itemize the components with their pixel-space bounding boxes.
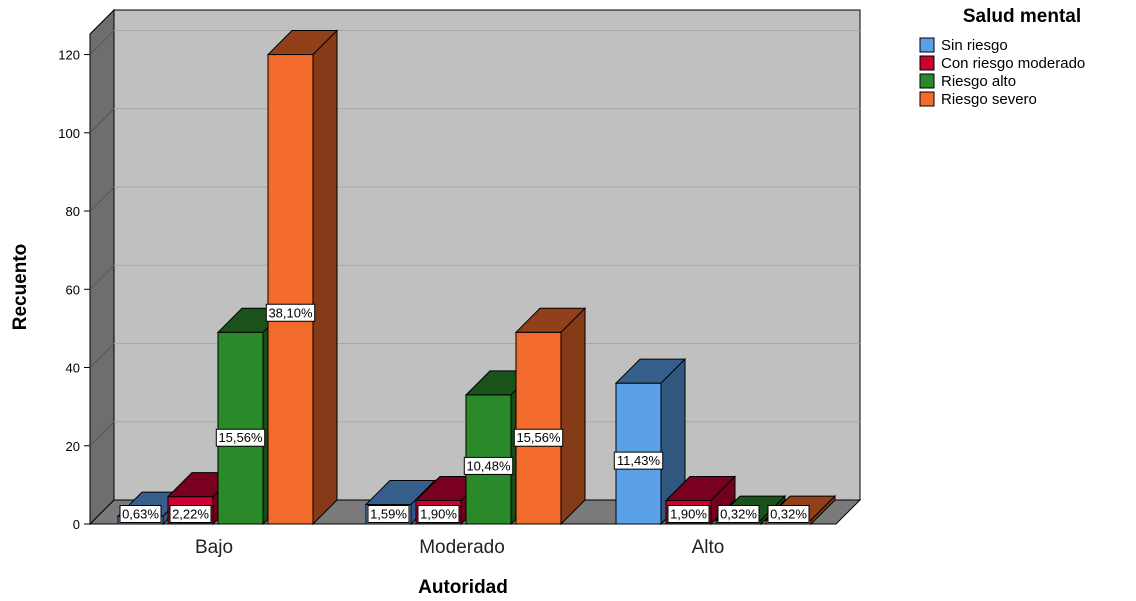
data-label-box <box>215 428 266 447</box>
y-axis-label: Recuento <box>10 244 31 331</box>
legend-label: Sin riesgo <box>941 37 1008 54</box>
data-label-text: 15,56% <box>218 430 263 445</box>
data-label-box <box>417 505 460 523</box>
data-label: 1,90% <box>667 505 710 523</box>
y-tick-label: 100 <box>58 126 80 141</box>
y-tick-label: 40 <box>66 361 80 376</box>
data-label: 2,22% <box>169 505 212 523</box>
data-label-text: 15,56% <box>516 430 561 445</box>
y-tick-label: 20 <box>66 439 80 454</box>
data-label: 0,32% <box>717 505 760 523</box>
legend-item: Riesgo severo <box>919 91 1037 108</box>
x-axis-label: Autoridad <box>418 577 508 598</box>
side-wall <box>89 8 115 526</box>
data-label-text: 0,32% <box>770 507 807 522</box>
bar-side <box>560 307 586 526</box>
legend-item: Con riesgo moderado <box>919 55 1085 72</box>
data-label-box <box>613 451 664 470</box>
data-label: 1,59% <box>367 505 410 523</box>
bar-front <box>267 54 314 525</box>
gridline-side <box>89 343 115 368</box>
legend-title: Salud mental <box>963 6 1081 27</box>
legend-swatch <box>919 91 935 107</box>
data-label-text: 0,63% <box>122 507 159 522</box>
legend-item: Sin riesgo <box>919 37 1008 54</box>
data-label: 1,90% <box>417 505 460 523</box>
legend-label: Riesgo severo <box>941 91 1037 108</box>
data-label-text: 1,59% <box>370 507 407 522</box>
bar-side <box>810 494 836 526</box>
data-label: 0,32% <box>767 505 810 523</box>
y-tick-label: 80 <box>66 204 80 219</box>
data-label: 38,10% <box>265 303 316 322</box>
gridline-side <box>89 264 115 290</box>
x-tick-label: Moderado <box>419 537 505 558</box>
data-label: 15,56% <box>513 428 564 447</box>
data-label: 10,48% <box>463 456 514 475</box>
bar <box>266 29 339 526</box>
data-label: 11,43% <box>613 451 664 470</box>
data-label: 0,63% <box>119 505 162 523</box>
bar-side <box>710 475 736 526</box>
gridline-side <box>89 186 115 212</box>
legend-item: Riesgo alto <box>919 73 1016 90</box>
bar-front <box>217 331 264 525</box>
data-label-text: 2,22% <box>172 507 209 522</box>
legend-label: Con riesgo moderado <box>941 55 1085 72</box>
data-label-box <box>667 505 710 523</box>
x-tick-label: Bajo <box>195 537 233 558</box>
data-label-box <box>513 428 564 447</box>
legend-swatch <box>919 73 935 89</box>
data-label-box <box>463 456 514 475</box>
y-tick-label: 0 <box>73 517 80 532</box>
gridline-side <box>89 421 115 447</box>
data-label-text: 1,90% <box>670 507 707 522</box>
data-label-box <box>367 505 410 523</box>
data-label-box <box>717 505 760 523</box>
data-label-text: 1,90% <box>420 507 457 522</box>
bar-front <box>515 331 562 525</box>
legend-label: Riesgo alto <box>941 73 1016 90</box>
gridline-side <box>89 108 115 134</box>
x-tick-label: Alto <box>692 537 725 558</box>
data-label: 15,56% <box>215 428 266 447</box>
data-label-text: 0,32% <box>720 507 757 522</box>
bar-side <box>312 29 338 526</box>
y-tick-label: 120 <box>58 48 80 63</box>
data-label-box <box>265 303 316 322</box>
y-tick-label: 60 <box>66 282 80 297</box>
gridline-side <box>89 30 115 55</box>
legend-swatch <box>919 55 935 71</box>
data-label-text: 38,10% <box>268 305 313 320</box>
data-label-box <box>767 505 810 523</box>
bar <box>514 307 587 526</box>
data-label-box <box>119 505 162 523</box>
legend-swatch <box>919 37 935 53</box>
data-label-text: 11,43% <box>617 453 661 468</box>
data-label-text: 10,48% <box>466 458 511 473</box>
data-label-box <box>169 505 212 523</box>
